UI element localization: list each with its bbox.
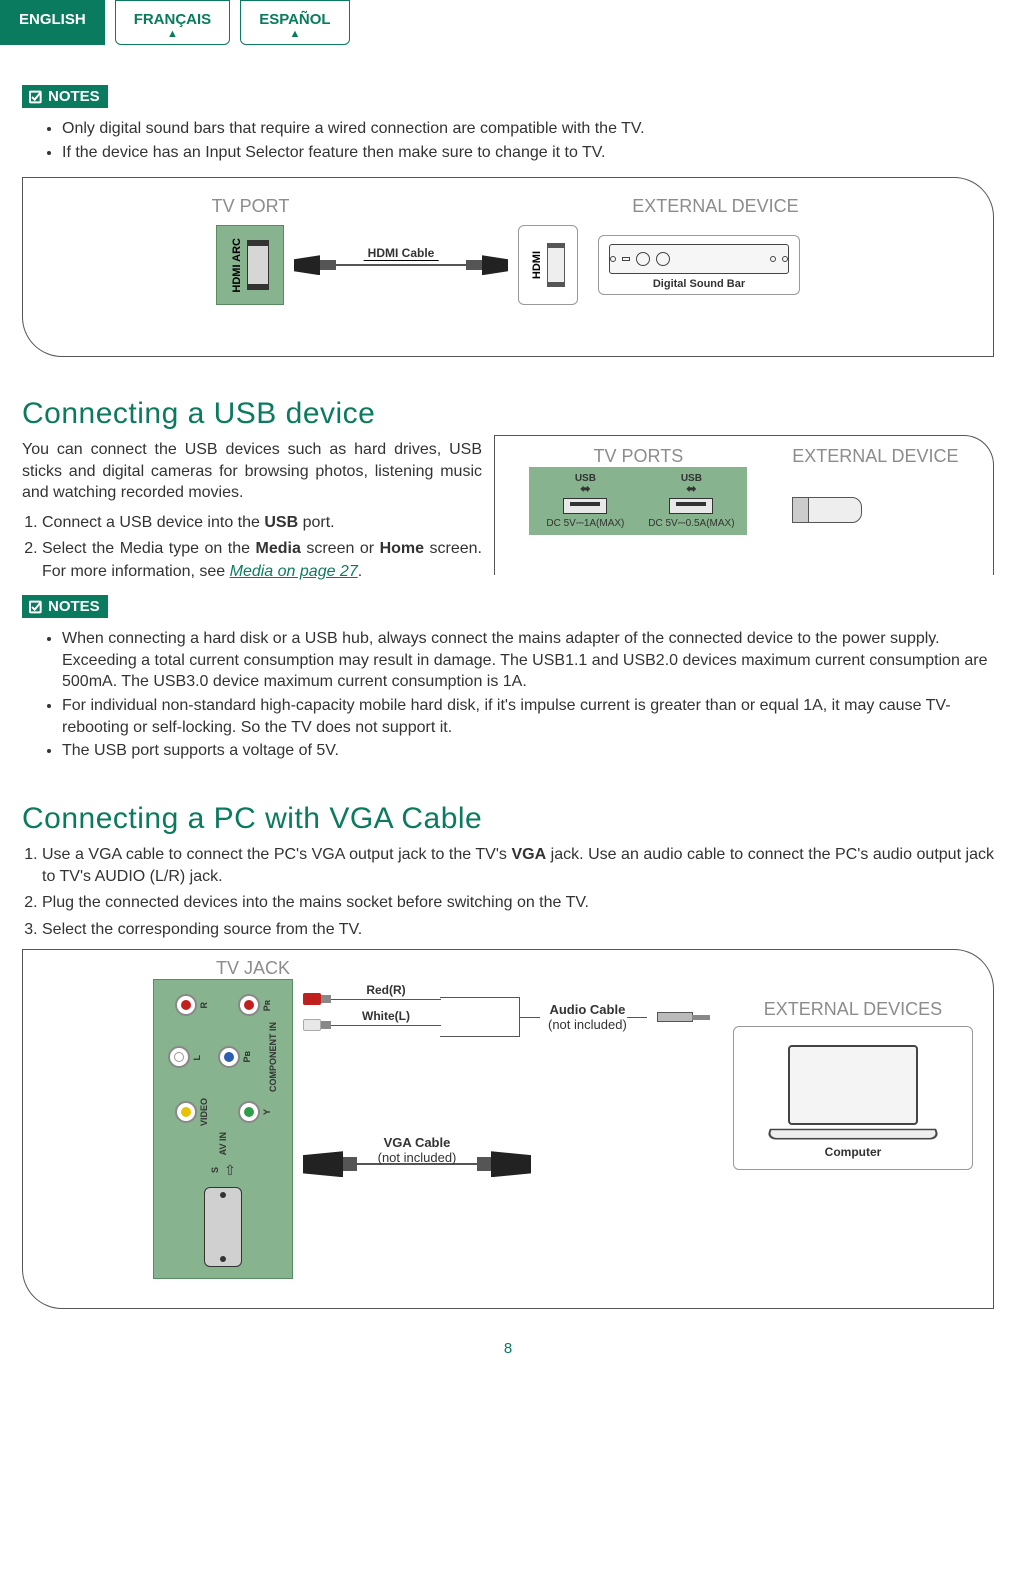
pin-y-label: Y: [262, 1109, 272, 1115]
hdmi-diagram-frame: TV PORT EXTERNAL DEVICE HDMI ARC HDMI Ca…: [22, 177, 994, 357]
hdmi-slot-icon: [247, 240, 269, 290]
computer-caption: Computer: [744, 1145, 962, 1159]
rca-r-icon: [175, 994, 197, 1016]
usb-port-1: USB ⬌ DC 5V⎓1A(MAX): [535, 473, 635, 529]
usb-power-label: DC 5V⎓1A(MAX): [535, 518, 635, 529]
tab-english[interactable]: ENGLISH: [0, 0, 105, 45]
up-arrow-icon: ▲: [259, 30, 330, 38]
vga-cable: VGA Cable (not included): [303, 1151, 713, 1177]
s-label: S: [210, 1167, 220, 1173]
av-in-label: AV IN: [218, 1132, 228, 1155]
rca-plug-red-icon: [303, 993, 321, 1005]
note-item: For individual non-standard high-capacit…: [62, 695, 994, 738]
up-outline-arrow-icon: ⇧: [224, 1162, 236, 1179]
tv-jack-heading: TV JACK: [103, 958, 403, 979]
pin-r-label: R: [199, 1002, 209, 1009]
hdmi-slot-icon: [547, 243, 565, 287]
up-arrow-icon: ▲: [134, 30, 212, 38]
vga-section-title: Connecting a PC with VGA Cable: [22, 802, 994, 836]
language-tabs: ENGLISH FRANÇAIS ▲ ESPAÑOL ▲: [0, 0, 1016, 45]
tv-hdmi-port: HDMI ARC: [216, 225, 284, 305]
hdmi-cable: HDMI Cable: [294, 255, 508, 275]
red-audio-cable: Red(R): [303, 993, 441, 1005]
usb-port-2: USB ⬌ DC 5V⎓0.5A(MAX): [641, 473, 741, 529]
rca-l-icon: [168, 1046, 190, 1068]
hdmi-cable-label: HDMI Cable: [364, 246, 439, 261]
vga-diagram-frame: TV JACK R Pʀ: [22, 949, 994, 1309]
notes-label: NOTES: [48, 88, 100, 105]
external-devices-heading: EXTERNAL DEVICES: [733, 999, 973, 1020]
tab-espanol-label: ESPAÑOL: [259, 11, 330, 28]
vga-step-2: Plug the connected devices into the main…: [42, 892, 994, 914]
rca-y-icon: [238, 1101, 260, 1123]
rca-pr-icon: [238, 994, 260, 1016]
computer-device-box: Computer: [733, 1026, 973, 1170]
hdmi-plug-icon: [294, 255, 320, 275]
checkbox-icon: [28, 599, 44, 615]
usb-diagram-inset: TV PORTS USB ⬌ DC 5V⎓1A(MAX) USB ⬌ D: [494, 435, 994, 575]
vga-cable-label: VGA Cable (not included): [378, 1135, 457, 1165]
vga-plug-icon: [303, 1151, 343, 1177]
audio-cable-label: Audio Cable (not included): [548, 1002, 627, 1032]
soundbar-caption: Digital Sound Bar: [609, 278, 789, 290]
vga-steps: Use a VGA cable to connect the PC's VGA …: [22, 844, 994, 942]
page-number: 8: [22, 1339, 994, 1357]
vga-plug-icon: [491, 1151, 531, 1177]
white-audio-cable: White(L): [303, 1019, 441, 1031]
cable-line: HDMI Cable: [336, 264, 466, 266]
rca-video-icon: [175, 1101, 197, 1123]
white-l-label: White(L): [362, 1009, 410, 1023]
notes-list-1: Only digital sound bars that require a w…: [22, 118, 994, 163]
note-item: If the device has an Input Selector feat…: [62, 142, 994, 164]
vga-step-1: Use a VGA cable to connect the PC's VGA …: [42, 844, 994, 889]
device-hdmi-port: HDMI: [518, 225, 578, 305]
usb-power-label: DC 5V⎓0.5A(MAX): [641, 518, 741, 529]
tv-jack-panel: R Pʀ L Pʙ: [153, 979, 293, 1279]
hdmi-plug-icon: [482, 255, 508, 275]
usb-ports-block: USB ⬌ DC 5V⎓1A(MAX) USB ⬌ DC 5V⎓0.5A(MAX…: [529, 467, 747, 535]
pin-video-label: VIDEO: [199, 1098, 209, 1126]
component-in-label: COMPONENT IN: [268, 1022, 278, 1092]
pin-pr-label: Pʀ: [262, 1000, 272, 1011]
red-r-label: Red(R): [366, 983, 405, 997]
vga-step-3: Select the corresponding source from the…: [42, 919, 994, 941]
checkbox-icon: [28, 89, 44, 105]
media-page-link[interactable]: Media on page 27: [230, 563, 358, 580]
external-device-heading: EXTERNAL DEVICE: [516, 196, 916, 217]
tab-francais-label: FRANÇAIS: [134, 11, 212, 28]
tv-ports-heading: TV PORTS: [529, 446, 747, 467]
rca-pb-icon: [218, 1046, 240, 1068]
usb-section-title: Connecting a USB device: [22, 397, 994, 431]
external-device-heading: EXTERNAL DEVICE: [792, 446, 958, 467]
soundbar-icon: [609, 244, 789, 274]
usb-socket-icon: [669, 498, 713, 514]
tab-francais[interactable]: FRANÇAIS ▲: [115, 0, 231, 45]
notes-badge: NOTES: [22, 85, 108, 108]
audio-jack-plug-icon: [657, 1012, 693, 1022]
pin-l-label: L: [192, 1055, 202, 1061]
soundbar-device: Digital Sound Bar: [598, 235, 800, 295]
laptop-icon: [768, 1045, 938, 1141]
vga-port-icon: [204, 1187, 242, 1267]
note-item: When connecting a hard disk or a USB hub…: [62, 628, 994, 693]
tab-espanol[interactable]: ESPAÑOL ▲: [240, 0, 349, 45]
note-item: The USB port supports a voltage of 5V.: [62, 740, 994, 762]
usb-socket-icon: [563, 498, 607, 514]
note-item: Only digital sound bars that require a w…: [62, 118, 994, 140]
usb-symbol-icon: ⬌: [535, 484, 635, 494]
rca-plug-white-icon: [303, 1019, 321, 1031]
notes-badge: NOTES: [22, 595, 108, 618]
notes-label: NOTES: [48, 598, 100, 615]
notes-list-2: When connecting a hard disk or a USB hub…: [22, 628, 994, 762]
pin-pb-label: Pʙ: [242, 1051, 252, 1063]
usb-symbol-icon: ⬌: [641, 484, 741, 494]
hdmi-arc-label: HDMI ARC: [231, 238, 243, 293]
tv-port-heading: TV PORT: [101, 196, 401, 217]
tab-english-label: ENGLISH: [19, 11, 86, 28]
hdmi-label: HDMI: [531, 251, 543, 279]
usb-stick-icon: [792, 497, 862, 523]
